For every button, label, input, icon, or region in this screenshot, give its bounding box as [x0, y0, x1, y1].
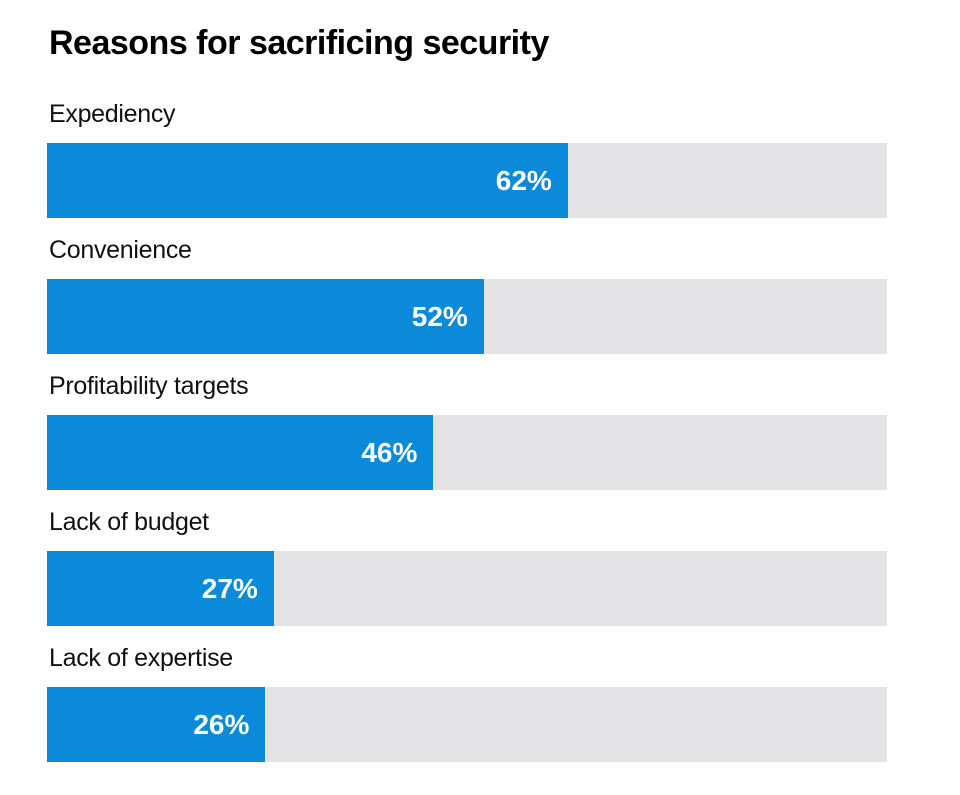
bar: 52% — [47, 279, 484, 354]
category-label: Lack of expertise — [49, 644, 233, 672]
bar-track: 62% — [47, 143, 887, 218]
bar-track: 26% — [47, 687, 887, 762]
bar-chart: Expediency 62% Convenience 52% Profitability… — [47, 98, 887, 778]
value-label: 62% — [495, 164, 552, 196]
category-label: Profitability targets — [49, 372, 249, 400]
bar-row: Profitability targets 46% — [47, 370, 887, 506]
bar-track: 52% — [47, 279, 887, 354]
value-label: 27% — [201, 572, 258, 604]
category-label: Lack of budget — [49, 508, 209, 536]
bar-track: 46% — [47, 415, 887, 490]
bar-row: Convenience 52% — [47, 234, 887, 370]
category-label: Expediency — [49, 100, 176, 128]
bar: 27% — [47, 551, 274, 626]
value-label: 52% — [411, 300, 468, 332]
bar-row: Lack of expertise 26% — [47, 642, 887, 778]
bar: 46% — [47, 415, 434, 490]
bar: 62% — [47, 143, 568, 218]
chart-title: Reasons for sacrificing security — [49, 24, 549, 62]
value-label: 46% — [361, 436, 418, 468]
bar-track: 27% — [47, 551, 887, 626]
bar-row: Lack of budget 27% — [47, 506, 887, 642]
bar: 26% — [47, 687, 266, 762]
category-label: Convenience — [49, 236, 192, 264]
bar-row: Expediency 62% — [47, 98, 887, 234]
value-label: 26% — [193, 708, 250, 740]
